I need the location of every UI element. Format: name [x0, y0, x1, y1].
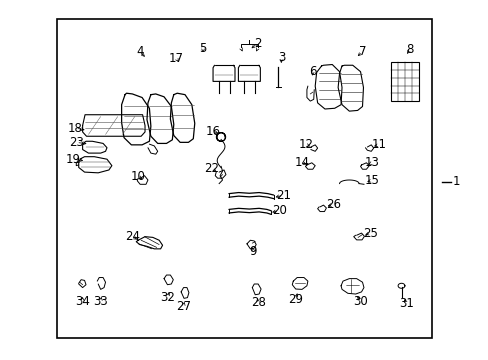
Text: 17: 17 — [168, 51, 183, 64]
Text: 2: 2 — [253, 36, 261, 50]
Bar — [390, 62, 418, 101]
Text: 1: 1 — [452, 175, 459, 188]
Text: 22: 22 — [203, 162, 219, 175]
Text: 4: 4 — [136, 45, 143, 58]
Text: 24: 24 — [124, 230, 140, 243]
Text: 5: 5 — [199, 41, 206, 54]
Text: 3: 3 — [277, 51, 285, 64]
Text: 25: 25 — [362, 226, 377, 239]
Text: 28: 28 — [250, 296, 265, 309]
Text: 9: 9 — [249, 244, 257, 257]
Text: 15: 15 — [364, 174, 379, 187]
Text: 31: 31 — [398, 297, 413, 310]
Text: 27: 27 — [176, 300, 191, 313]
Text: 34: 34 — [75, 295, 90, 308]
Text: 8: 8 — [406, 42, 413, 55]
Text: 7: 7 — [358, 45, 366, 58]
Bar — [57, 19, 431, 338]
Text: 18: 18 — [68, 122, 82, 135]
Text: 26: 26 — [325, 198, 340, 211]
Text: 19: 19 — [65, 153, 80, 166]
Text: 6: 6 — [308, 65, 316, 78]
Text: 30: 30 — [352, 295, 367, 308]
Text: 32: 32 — [160, 291, 175, 304]
Text: 20: 20 — [271, 204, 286, 217]
Text: 12: 12 — [298, 138, 313, 151]
Text: 14: 14 — [294, 156, 309, 169]
Text: 10: 10 — [130, 170, 145, 183]
Text: 23: 23 — [69, 136, 83, 149]
Text: 21: 21 — [275, 189, 290, 202]
Text: 33: 33 — [93, 295, 108, 308]
Text: 13: 13 — [364, 156, 379, 169]
Text: 29: 29 — [287, 293, 303, 306]
Text: 11: 11 — [371, 138, 386, 151]
Text: 16: 16 — [205, 125, 220, 138]
